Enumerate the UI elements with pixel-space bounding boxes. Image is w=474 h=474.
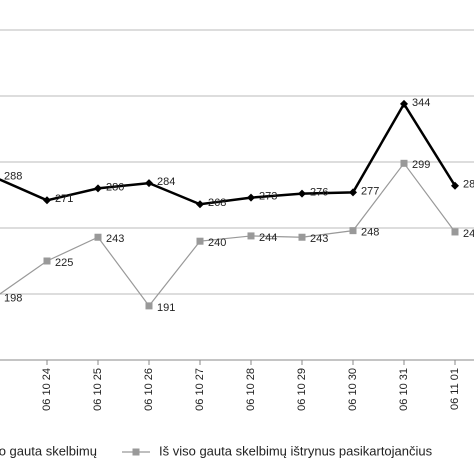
data-label: 198 xyxy=(4,293,22,305)
x-tick-label: 06 10 23 xyxy=(0,368,2,411)
x-tick-label: 06 10 31 xyxy=(398,368,410,411)
series-line xyxy=(0,101,457,206)
marker xyxy=(451,228,459,236)
marker xyxy=(247,193,255,202)
data-label: 191 xyxy=(157,302,175,314)
data-label: 284 xyxy=(157,176,175,188)
x-tick-label: 06 10 30 xyxy=(347,368,359,411)
data-label: 243 xyxy=(310,233,328,245)
legend-marker xyxy=(132,448,140,456)
data-label: 282 xyxy=(463,179,474,191)
data-label: 271 xyxy=(55,193,73,205)
x-tick-label: 06 10 29 xyxy=(296,368,308,411)
series-line xyxy=(0,162,456,307)
marker xyxy=(196,200,204,209)
data-label: 247 xyxy=(463,228,474,240)
x-tick-label: 06 10 25 xyxy=(92,368,104,411)
marker xyxy=(43,257,51,265)
marker xyxy=(94,233,102,241)
data-label: 244 xyxy=(259,232,277,244)
data-label: 280 xyxy=(106,181,124,193)
data-label: 299 xyxy=(412,159,430,171)
data-label: 288 xyxy=(4,171,22,183)
marker xyxy=(145,179,153,188)
marker xyxy=(349,227,357,235)
marker xyxy=(94,184,102,193)
x-tick-label: 06 10 28 xyxy=(245,368,257,411)
x-tick-label: 06 11 01 xyxy=(449,368,461,410)
marker xyxy=(43,196,51,205)
marker xyxy=(298,233,306,241)
data-label: 344 xyxy=(412,97,430,109)
legend-label: Iš viso gauta skelbimų ištrynus pasikart… xyxy=(159,443,433,458)
data-label: 240 xyxy=(208,237,226,249)
data-label: 277 xyxy=(361,185,379,197)
marker xyxy=(349,188,357,197)
data-label: 248 xyxy=(361,227,379,239)
marker xyxy=(400,99,408,108)
legend-label: Iš viso gauta skelbimų xyxy=(0,443,97,458)
marker xyxy=(247,232,255,240)
marker xyxy=(400,159,408,167)
marker xyxy=(145,302,153,310)
data-label: 225 xyxy=(55,257,73,269)
data-label: 243 xyxy=(106,233,124,245)
x-tick-label: 06 10 27 xyxy=(194,368,206,411)
data-label: 273 xyxy=(259,191,277,203)
data-label: 268 xyxy=(208,197,226,209)
marker xyxy=(196,237,204,245)
data-label: 276 xyxy=(310,187,328,199)
x-tick-label: 06 10 24 xyxy=(41,368,53,411)
marker xyxy=(451,181,459,190)
marker xyxy=(298,189,306,198)
x-tick-label: 06 10 26 xyxy=(143,368,155,411)
